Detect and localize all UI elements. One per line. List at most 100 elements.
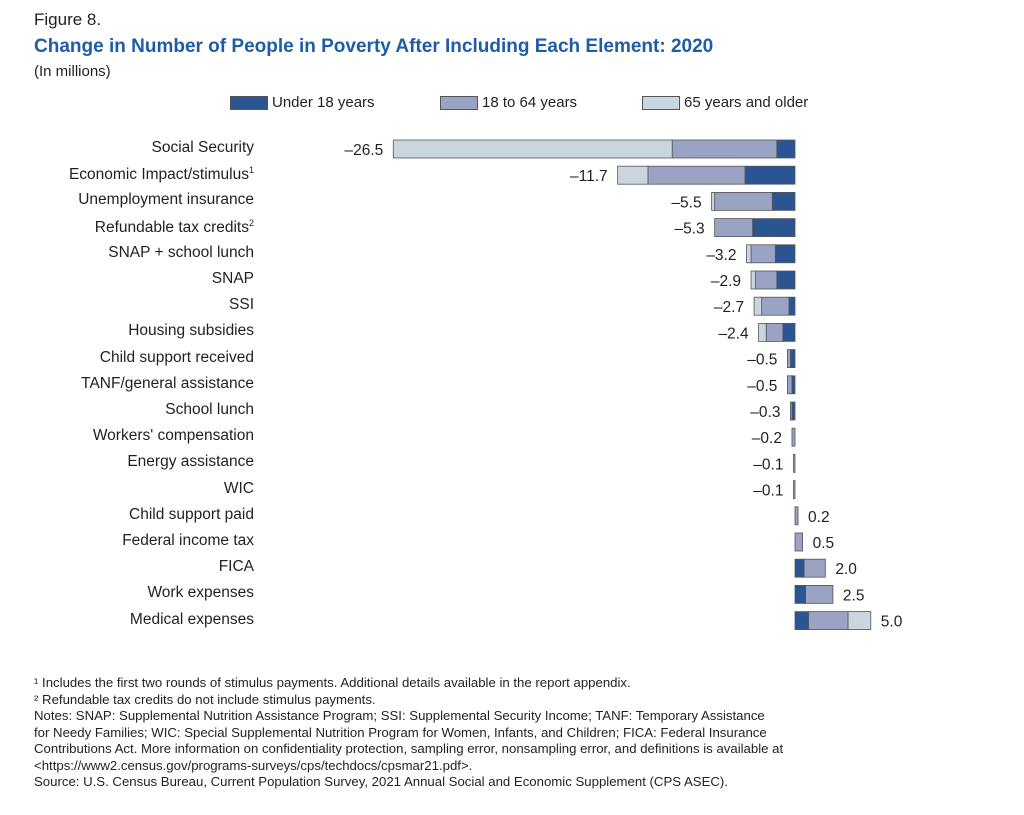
bar-segment: [791, 375, 796, 395]
data-label: –3.2: [706, 247, 736, 264]
category-text: SSI: [229, 296, 254, 314]
bar-segment: [787, 349, 791, 369]
bar-segment: [794, 532, 803, 552]
bar-segment: [617, 165, 649, 185]
bar-segment: [752, 218, 796, 238]
category-label: TANF/general assistance: [81, 375, 254, 393]
data-label: –0.5: [747, 352, 777, 369]
bar-segment: [714, 191, 773, 211]
legend-item-65-older: 65 years and older: [642, 94, 808, 111]
category-text: FICA: [218, 558, 254, 576]
bar-segment: [791, 427, 796, 447]
bar-segment: [808, 611, 849, 630]
category-text: Federal income tax: [122, 532, 254, 549]
data-label: 0.5: [813, 535, 835, 552]
bar-segment: [794, 506, 799, 526]
category-label: Refundable tax credits2: [95, 218, 254, 237]
bar-segment: [771, 191, 796, 211]
data-label: –2.4: [718, 325, 749, 342]
category-text: Work expenses: [147, 584, 254, 602]
bar-segment: [793, 480, 796, 500]
footnote-marker: 2: [248, 217, 254, 228]
category-text: Workers' compensation: [92, 427, 254, 445]
bar-segment: [805, 585, 834, 604]
category-label: Medical expenses: [130, 611, 254, 629]
bar-segment: [753, 296, 763, 316]
category-label: Work expenses: [147, 584, 254, 602]
bar-segment: [711, 191, 716, 211]
category-text: WIC: [223, 479, 254, 497]
bar-segment: [794, 558, 805, 578]
category-label: SNAP: [212, 270, 254, 288]
data-label: –5.5: [671, 194, 701, 211]
category-text: Social Security: [151, 139, 254, 156]
category-label: Workers' compensation: [93, 427, 254, 445]
bar-segment: [765, 322, 784, 342]
category-label: Economic Impact/stimulus1: [69, 165, 254, 184]
category-label: Unemployment insurance: [78, 191, 254, 209]
bar-segment: [750, 244, 776, 264]
category-label: Energy assistance: [127, 453, 254, 471]
data-label: –11.7: [570, 168, 608, 185]
legend-item-18-64: 18 to 64 years: [440, 94, 577, 111]
data-label: 0.2: [808, 509, 830, 526]
legend-label: 18 to 64 years: [482, 94, 578, 111]
bar-segment: [746, 244, 752, 264]
category-label: SNAP + school lunch: [108, 244, 254, 262]
bar-segment: [790, 401, 793, 421]
legend-swatch: [642, 95, 680, 110]
bar-segment: [794, 585, 807, 604]
category-label: Child support received: [100, 349, 254, 367]
category-label: Federal income tax: [122, 532, 254, 550]
bar-segment: [788, 296, 796, 316]
legend-swatch: [230, 95, 268, 110]
data-label: 2.5: [843, 587, 865, 604]
category-text: Economic Impact/stimulus: [68, 166, 249, 184]
bar-segment: [791, 401, 796, 421]
bar-segment: [714, 218, 753, 238]
bar-segment: [744, 165, 796, 185]
bar-segment: [758, 322, 767, 342]
data-label: –0.3: [750, 404, 780, 421]
legend-swatch: [440, 95, 478, 110]
category-text: Child support received: [99, 348, 254, 366]
category-text: Medical expenses: [129, 610, 254, 628]
bar-segment: [782, 322, 796, 342]
data-label: –26.5: [344, 142, 383, 159]
bar-segment: [787, 375, 793, 395]
footnote-marker: 1: [248, 165, 254, 176]
bar-segment: [761, 296, 790, 316]
bar-segment: [774, 244, 796, 264]
footnote-1: ¹ Includes the first two rounds of stimu…: [34, 675, 631, 690]
bar-segment: [776, 139, 796, 159]
data-label: –0.1: [753, 456, 783, 473]
bar-segment: [793, 453, 796, 473]
bar-segment: [803, 558, 826, 578]
bar-segment: [647, 165, 746, 185]
category-text: School lunch: [165, 401, 254, 418]
bar-segment: [790, 349, 796, 369]
bar-segment: [794, 611, 810, 630]
category-label: WIC: [224, 480, 254, 498]
category-label: Housing subsidies: [128, 322, 254, 340]
data-label: –2.7: [714, 299, 744, 316]
data-label: –0.5: [747, 378, 777, 395]
category-text: Child support paid: [129, 505, 254, 523]
category-text: Energy assistance: [127, 453, 254, 471]
category-text: SNAP + school lunch: [108, 243, 254, 261]
bar-segment: [671, 139, 778, 159]
bar-segment: [755, 270, 778, 290]
figure-label: Figure 8.: [34, 10, 102, 29]
notes-text: Notes: SNAP: Supplemental Nutrition Assi…: [34, 708, 784, 773]
bar-segment: [776, 270, 796, 290]
data-label: –5.3: [674, 221, 704, 238]
category-text: TANF/general assistance: [81, 374, 254, 392]
category-label: Social Security: [151, 139, 254, 157]
bar-segment: [750, 270, 756, 290]
category-text: Unemployment insurance: [78, 191, 254, 209]
legend-item-under-18: Under 18 years: [230, 94, 375, 111]
legend-label: 65 years and older: [684, 94, 809, 111]
notes: ¹ Includes the first two rounds of stimu…: [34, 675, 994, 791]
data-label: –0.2: [752, 430, 782, 447]
